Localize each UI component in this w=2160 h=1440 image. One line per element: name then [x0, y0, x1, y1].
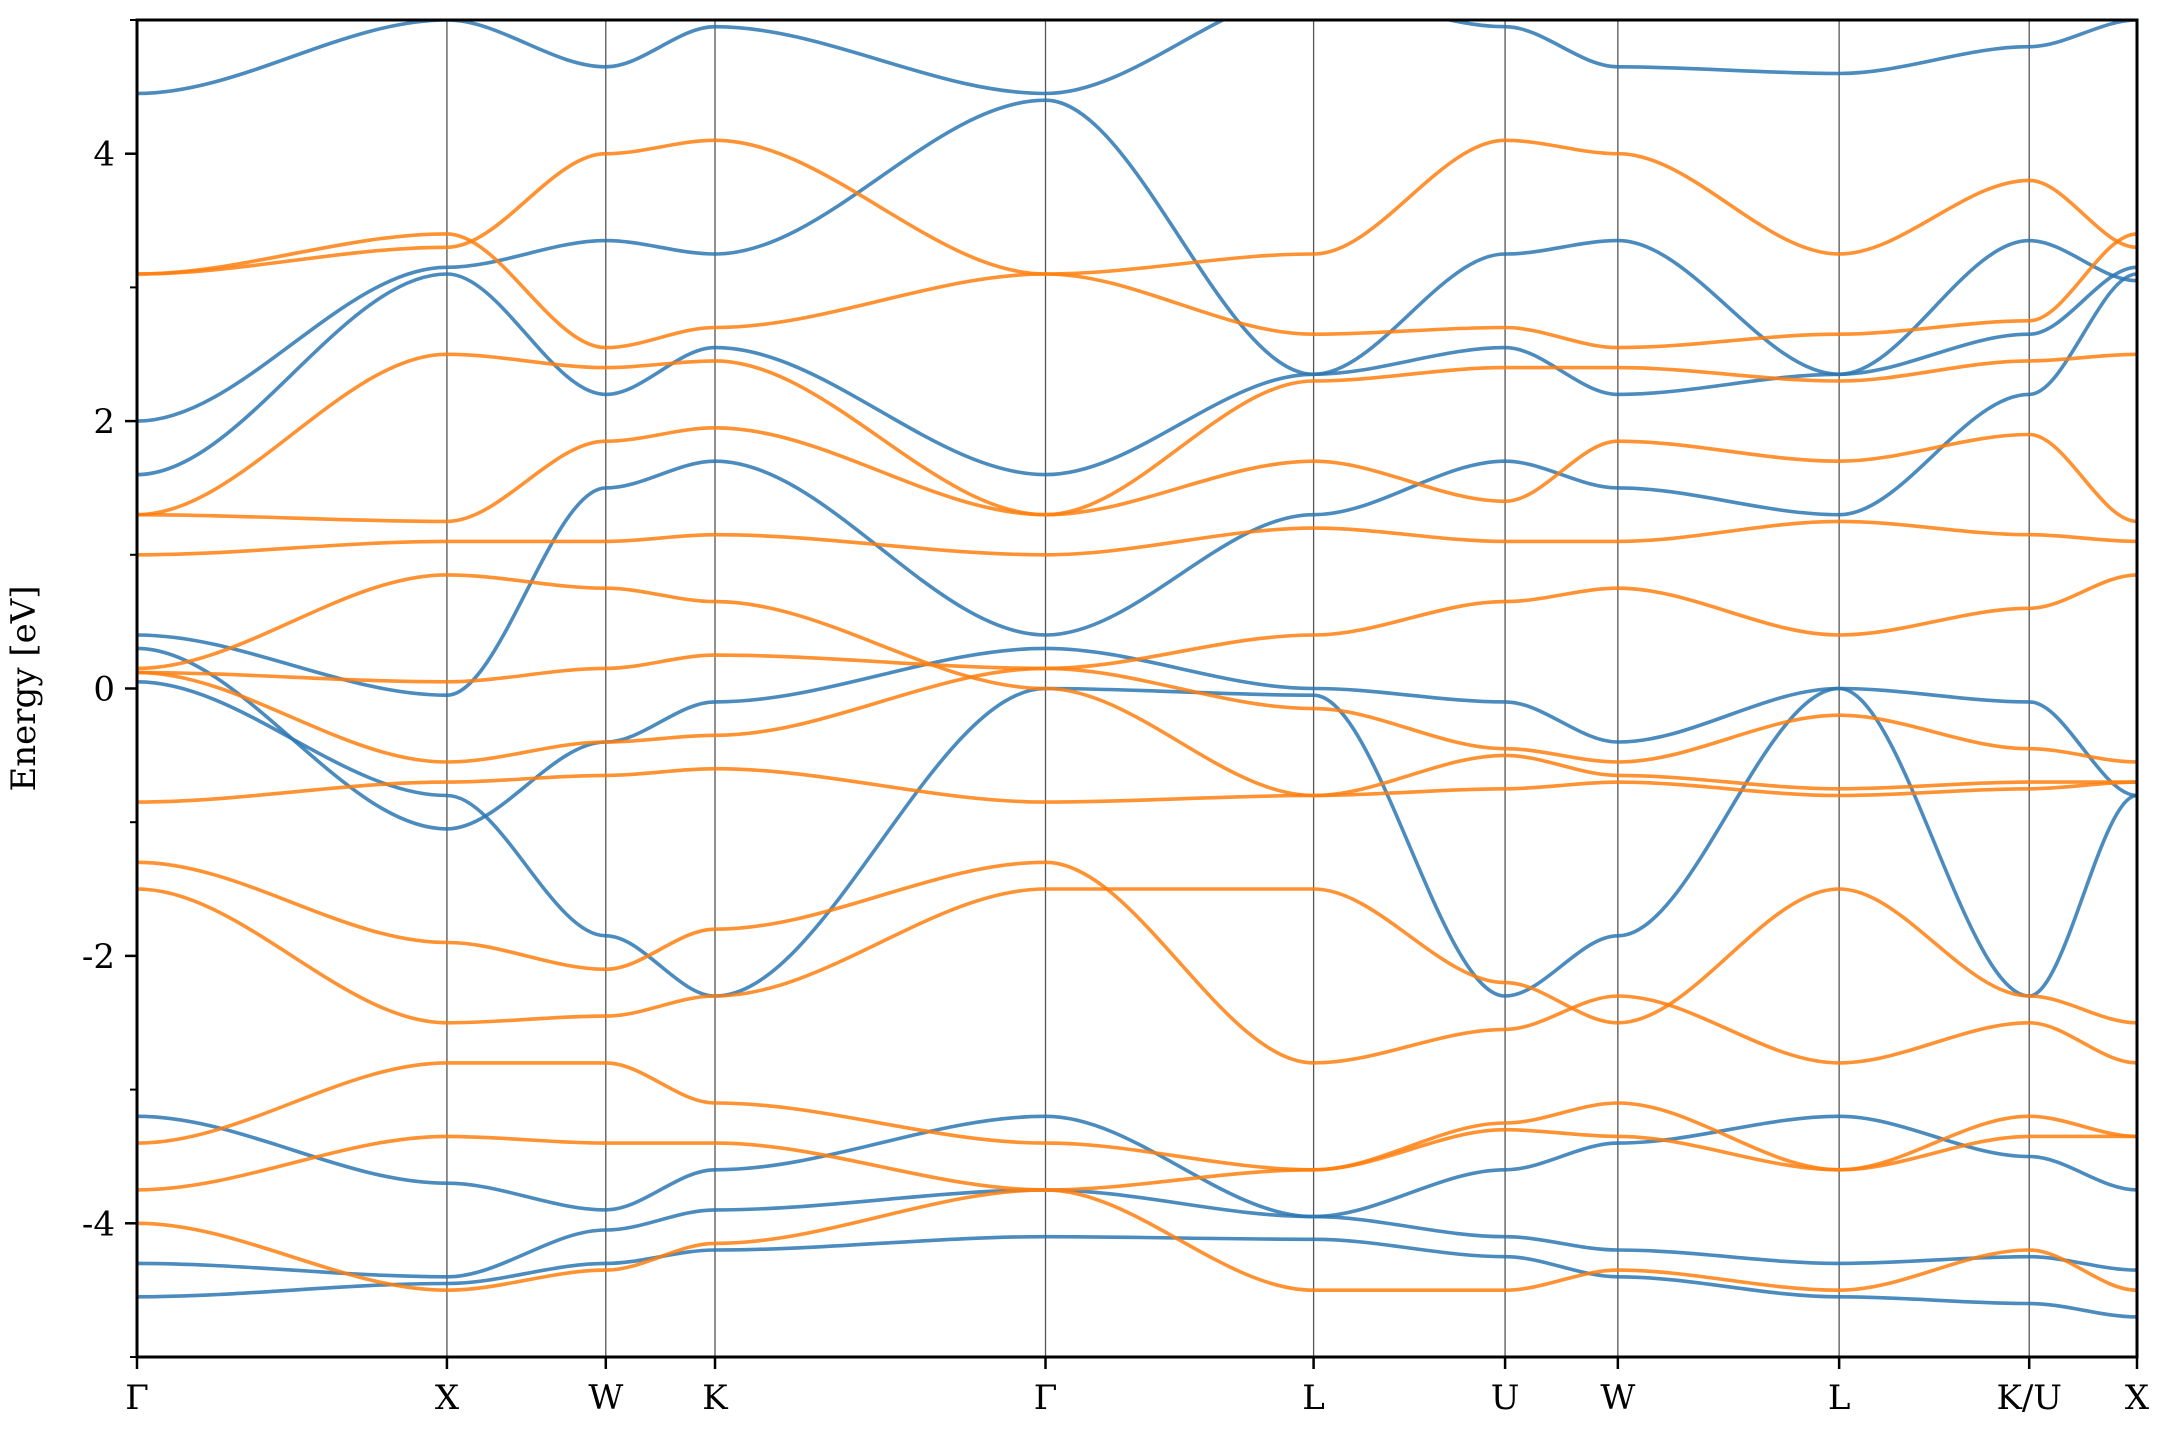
band-series-4	[137, 272, 2137, 698]
band-series-19	[137, 860, 2137, 1065]
x-tick-label: X	[2125, 1378, 2150, 1418]
band-series-11	[137, 573, 2137, 798]
band-series-group	[137, 20, 2137, 1319]
band-series-13	[137, 519, 2137, 557]
y-axis-label: Energy [eV]	[4, 585, 44, 791]
y-tick-label: 4	[93, 135, 115, 175]
band-series-21	[137, 1127, 2137, 1192]
band-series-9	[137, 666, 2137, 764]
band-series-14	[137, 425, 2137, 524]
kpoint-vertical-lines	[446, 20, 2030, 1357]
x-tick-label: X	[435, 1378, 460, 1418]
band-series-16	[137, 352, 2137, 517]
band-series-3	[137, 680, 2137, 998]
band-series-18	[137, 887, 2137, 1025]
band-series-12	[137, 766, 2137, 804]
x-tick-label: Γ	[125, 1378, 149, 1418]
x-tick-label: K/U	[1996, 1378, 2062, 1418]
x-tick-label: K	[702, 1378, 728, 1418]
band-series-6	[137, 265, 2137, 477]
band-series-10	[137, 573, 2137, 684]
x-axis: Γ X W K Γ L U W L K/U X	[125, 1357, 2150, 1418]
y-tick-label: -2	[82, 937, 115, 977]
band-series-5	[137, 646, 2137, 831]
band-series-17	[137, 138, 2137, 276]
x-tick-label: L	[1828, 1378, 1851, 1418]
x-tick-label: U	[1491, 1378, 1520, 1418]
band-series-8	[137, 98, 2137, 423]
x-tick-label: Γ	[1034, 1378, 1058, 1418]
y-tick-label: 2	[93, 402, 115, 442]
band-series-15	[137, 232, 2137, 350]
x-tick-label: W	[1600, 1378, 1635, 1418]
x-tick-label: L	[1302, 1378, 1325, 1418]
y-tick-label: 0	[93, 670, 115, 710]
x-tick-label: W	[588, 1378, 623, 1418]
band-series-7	[137, 20, 2137, 96]
band-series-22	[137, 1188, 2137, 1293]
band-series-1	[137, 1188, 2137, 1279]
band-series-0	[137, 1234, 2137, 1319]
band-series-2	[137, 1114, 2137, 1219]
y-axis: -4 -2 0 2 4	[82, 19, 137, 1358]
y-tick-label: -4	[82, 1204, 115, 1244]
